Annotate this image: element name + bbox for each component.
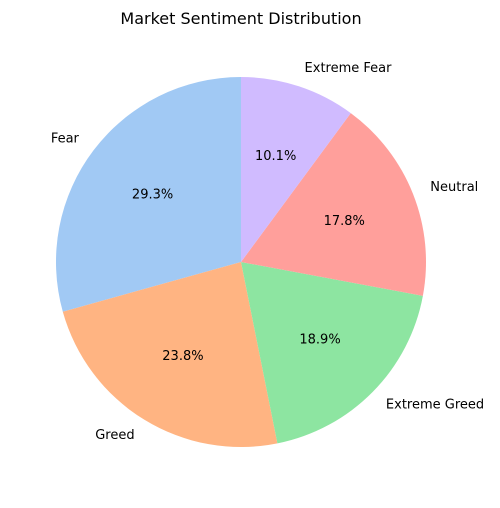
pie-category-label-extreme-fear: Extreme Fear [305, 61, 393, 76]
pie-slice-greed [62, 262, 278, 447]
pie-category-label-neutral: Neutral [430, 180, 478, 195]
pie-category-label-fear: Fear [51, 131, 80, 146]
pie-slice-neutral [241, 113, 427, 296]
pie-category-label-greed: Greed [95, 428, 134, 443]
labels-layer: 29.3% Fear 23.8% Greed 18.9% Extreme Greed 17.… [51, 61, 484, 443]
pie-pct-label-extreme-greed: 18.9% [299, 332, 340, 347]
pie-slice-fear [55, 77, 241, 312]
pie-category-label-extreme-greed: Extreme Greed [386, 397, 484, 412]
pie-pct-label-greed: 23.8% [162, 349, 203, 364]
pie-pct-label-extreme-fear: 10.1% [255, 149, 296, 164]
pie-slice-extreme-fear [241, 77, 351, 262]
pie-pct-label-neutral: 17.8% [324, 214, 365, 229]
pie-pct-label-fear: 29.3% [132, 187, 173, 202]
chart-title: Market Sentiment Distribution [120, 9, 361, 28]
slices-layer [55, 77, 427, 447]
pie-slice-extreme-greed [241, 262, 423, 444]
